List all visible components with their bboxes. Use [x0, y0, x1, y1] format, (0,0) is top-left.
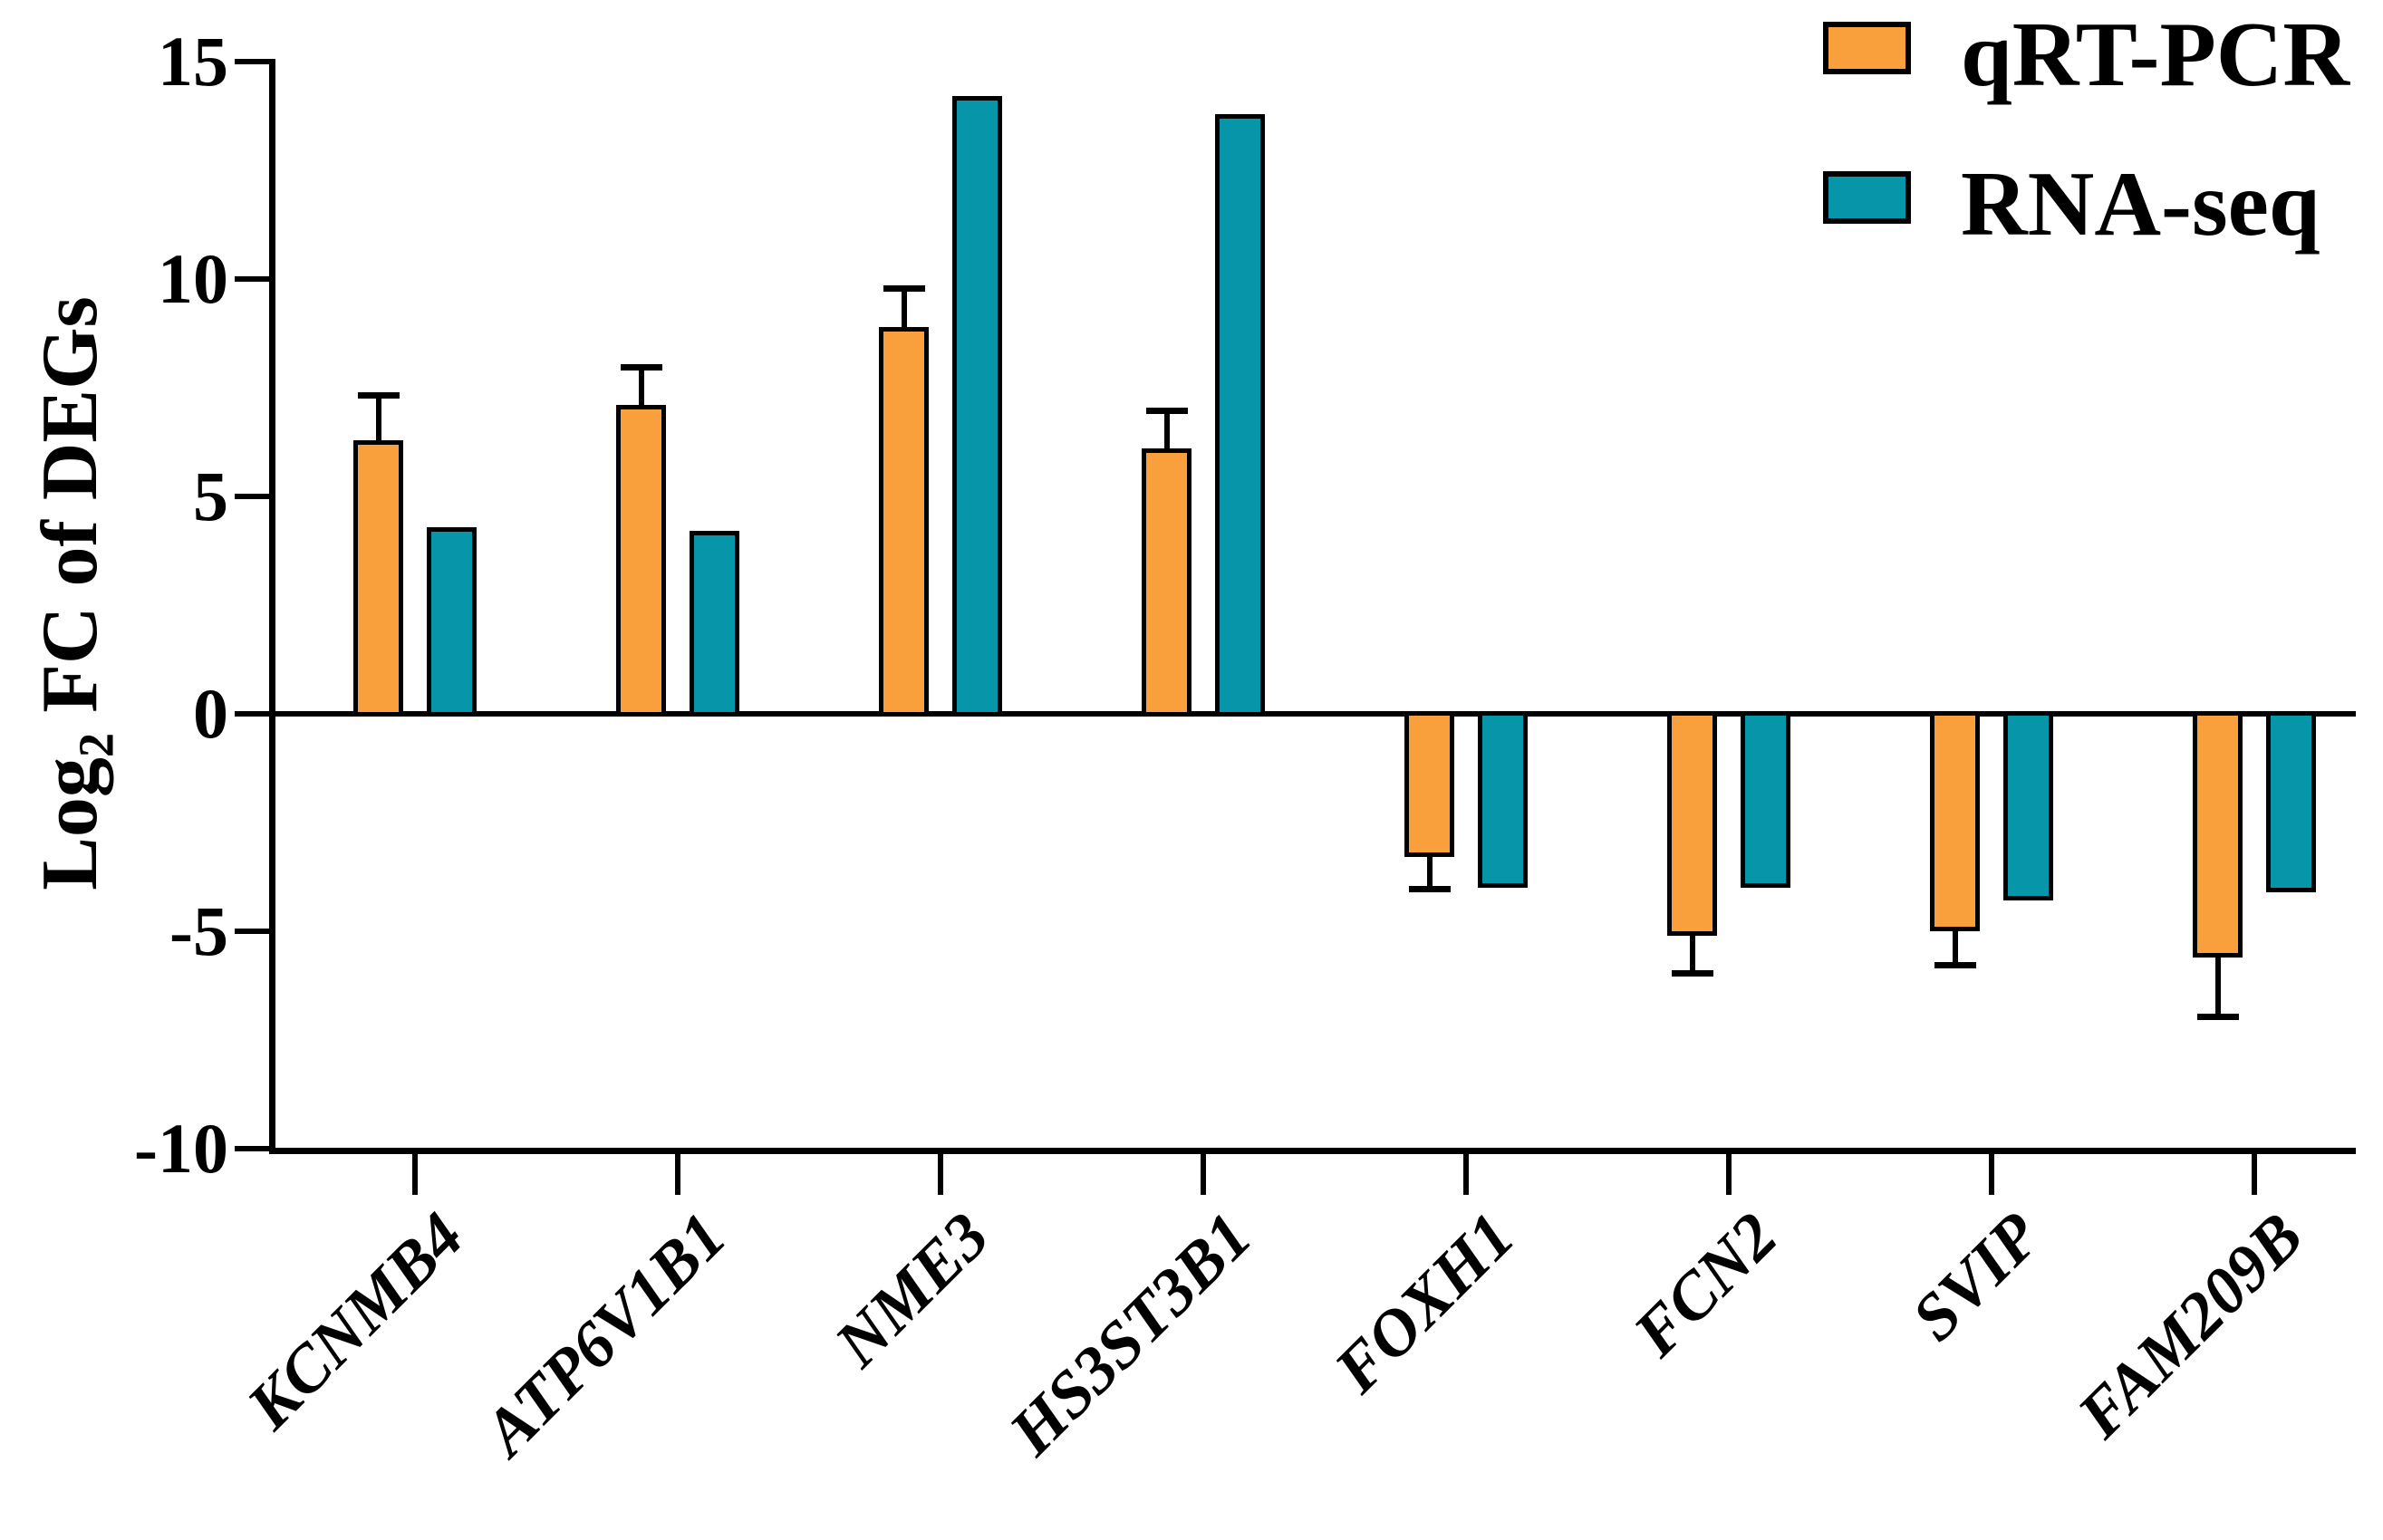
bar-qrtpcr-atp6v1b1: [616, 405, 666, 717]
error-bar-stem: [901, 292, 907, 327]
x-category-label: FOXH1: [1320, 1198, 1529, 1407]
y-tick-label: 0: [193, 674, 228, 753]
x-tick-mark: [938, 1153, 943, 1195]
error-bar-stem: [375, 399, 381, 440]
x-category-label: KCNMB4: [232, 1198, 478, 1443]
error-bar-stem: [1689, 935, 1695, 971]
bar-qrtpcr-fam209b: [2193, 711, 2243, 958]
error-bar-stem: [2214, 957, 2221, 1015]
y-tick-mark: [235, 929, 269, 934]
x-tick-mark: [675, 1153, 680, 1195]
x-category-label: HS3ST3B1: [995, 1198, 1266, 1469]
y-tick-mark: [235, 711, 269, 717]
bar-rnaseq-hs3st3b1: [1215, 113, 1265, 717]
legend-label-rnaseq: RNA-seq: [1961, 153, 2320, 255]
bar-rnaseq-foxh1: [1478, 711, 1528, 888]
x-category-label: FAM209B: [2063, 1198, 2317, 1452]
error-bar-cap: [1934, 961, 1976, 968]
x-tick-mark: [1201, 1153, 1206, 1195]
y-tick-label: 15: [158, 22, 228, 101]
error-bar-cap: [1408, 885, 1451, 892]
y-tick-mark: [235, 494, 269, 499]
zero-line: [275, 711, 2356, 717]
error-bar-cap: [1671, 970, 1713, 977]
bar-qrtpcr-svip: [1930, 711, 1980, 931]
y-axis-title: Log2 FC of DEGs: [26, 296, 124, 890]
y-tick-mark: [235, 276, 269, 282]
y-tick-label: -5: [169, 891, 228, 970]
error-bar-cap: [620, 363, 662, 371]
bar-rnaseq-atp6v1b1: [690, 531, 739, 717]
bar-rnaseq-kcnmb4: [427, 526, 477, 717]
x-tick-mark: [412, 1153, 418, 1195]
x-tick-mark: [1989, 1153, 1994, 1195]
x-tick-mark: [2252, 1153, 2257, 1195]
y-axis-title-prefix: Log: [26, 757, 114, 890]
x-category-label: SVIP: [1897, 1198, 2054, 1355]
y-tick-label: -10: [134, 1109, 228, 1188]
x-category-label: FCN2: [1619, 1198, 1791, 1371]
bar-qrtpcr-kcnmb4: [353, 439, 403, 717]
error-bar-stem: [1426, 857, 1433, 886]
x-category-label: NME3: [820, 1198, 1003, 1381]
bar-rnaseq-svip: [2003, 711, 2053, 901]
legend: qRT-PCR RNA-seq: [1823, 0, 2383, 272]
error-bar-stem: [1163, 413, 1170, 449]
x-axis-line: [269, 1148, 2356, 1154]
legend-label-qrtpcr: qRT-PCR: [1961, 4, 2350, 106]
legend-swatch-qrtpcr: [1823, 22, 1911, 74]
error-bar-cap: [2196, 1014, 2239, 1021]
bar-qrtpcr-nme3: [879, 326, 929, 717]
bar-qrtpcr-fcn2: [1667, 711, 1717, 936]
bar-rnaseq-fam209b: [2266, 711, 2316, 892]
bar-rnaseq-nme3: [952, 96, 1002, 717]
x-category-label: ATP6V1B1: [469, 1198, 740, 1469]
bar-rnaseq-fcn2: [1741, 711, 1790, 888]
error-bar-cap: [357, 392, 400, 399]
y-tick-mark: [235, 1146, 269, 1151]
error-bar-cap: [883, 285, 925, 293]
x-tick-mark: [1726, 1153, 1732, 1195]
y-tick-label: 5: [193, 457, 228, 535]
error-bar-stem: [638, 370, 644, 406]
error-bar-stem: [1952, 931, 1958, 962]
y-tick-mark: [235, 59, 269, 64]
error-bar-cap: [1145, 407, 1188, 414]
x-tick-mark: [1463, 1153, 1469, 1195]
bar-qrtpcr-hs3st3b1: [1142, 448, 1192, 717]
legend-swatch-rnaseq: [1823, 171, 1911, 224]
bar-qrtpcr-foxh1: [1404, 711, 1454, 858]
y-axis-line: [269, 59, 275, 1153]
y-tick-label: 10: [158, 239, 228, 318]
